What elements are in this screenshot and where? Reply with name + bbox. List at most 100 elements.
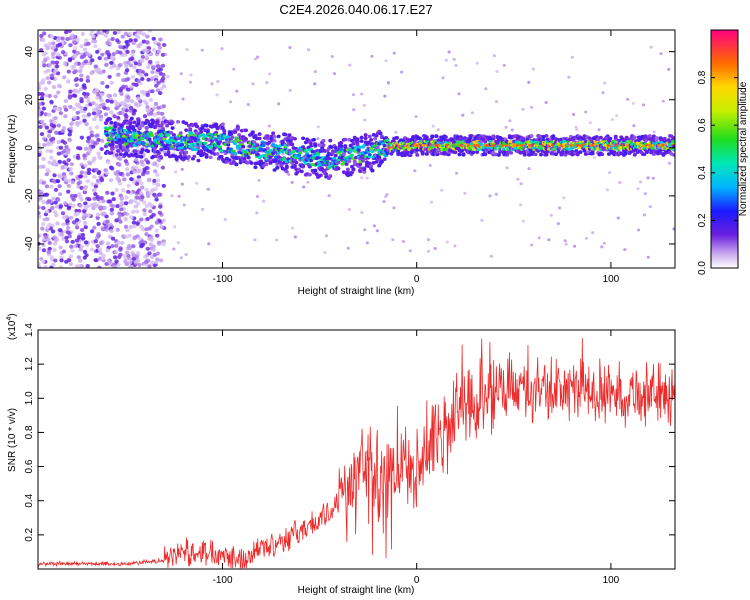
spectrogram-cell <box>142 48 147 53</box>
spectrogram-cell <box>124 234 130 239</box>
spectrogram-cell <box>150 260 155 265</box>
spectrogram-cell <box>253 134 258 138</box>
spectrogram-cell <box>50 137 56 142</box>
spectrogram-cell <box>480 218 484 222</box>
spectrogram-cell <box>137 62 142 67</box>
spectrogram-cell <box>154 260 159 265</box>
spectrogram-cell <box>165 123 170 128</box>
spectrogram-cell <box>156 80 161 85</box>
spectrogram-cell <box>66 69 72 74</box>
spectrogram-cell <box>84 103 90 108</box>
spectrogram-cell <box>45 148 50 153</box>
spectrogram-cell <box>85 75 90 80</box>
spectrogram-cell <box>452 57 456 61</box>
spectrogram-cell <box>613 134 618 139</box>
spectrogram-cell <box>91 39 96 44</box>
spectrogram-cell <box>144 72 149 77</box>
spectrogram-cell <box>86 41 91 46</box>
spectrogram-cell <box>147 137 152 142</box>
spectrogram-cell <box>151 212 156 217</box>
spectrogram-cell <box>235 89 239 93</box>
spectrogram-cell <box>508 119 512 123</box>
spectrogram-cell <box>654 136 659 140</box>
spectrogram-cell <box>43 265 48 268</box>
spectrogram-cell <box>158 192 163 197</box>
spectrogram-cell <box>86 171 92 176</box>
spectrogram-cell <box>401 239 406 243</box>
spectrogram-cell <box>155 251 160 256</box>
spectrogram-cell <box>134 181 140 186</box>
spectrogram-cell <box>38 205 41 210</box>
spectrogram-cell <box>44 172 50 177</box>
spectrogram-cell <box>39 132 45 137</box>
spectrogram-cell <box>148 190 154 195</box>
spectrogram-cell <box>227 158 232 162</box>
spectrogram-cell <box>51 51 56 56</box>
spectrogram-cell <box>631 101 636 105</box>
spectrogram-cell <box>68 254 74 259</box>
spectrogram-cell <box>324 172 329 176</box>
spectrogram-cell <box>347 159 352 164</box>
spectrogram-cell <box>180 167 184 171</box>
spectrogram-cell <box>52 173 57 178</box>
spectrogram-cell <box>351 167 356 171</box>
spectrogram-cell <box>131 253 136 258</box>
spectrogram-cell <box>219 154 224 159</box>
spectrogram-cell <box>394 130 398 134</box>
spectrogram-cell <box>646 176 650 180</box>
spectrogram-cell <box>522 152 527 157</box>
spectrogram-cell <box>223 217 227 221</box>
spectrogram-ytick-label: -20 <box>24 188 35 203</box>
spectrogram-cell <box>69 33 75 38</box>
spectrogram-cell <box>38 214 42 219</box>
spectrogram-cell <box>575 128 579 132</box>
spectrogram-cell <box>659 140 664 144</box>
spectrogram-cell <box>105 160 111 165</box>
spectrogram-cell <box>632 124 636 128</box>
spectrogram-cell <box>637 228 641 232</box>
spectrogram-cell <box>38 261 41 266</box>
spectrogram-cell <box>97 265 102 268</box>
spectrogram-cell <box>109 211 115 216</box>
spectrogram-cell <box>116 262 121 267</box>
spectrogram-cell <box>146 178 152 183</box>
spectrogram-cell <box>116 30 121 35</box>
spectrogram-cell <box>94 49 100 54</box>
spectrogram-cell <box>267 124 271 128</box>
spectrogram-cell <box>124 114 129 119</box>
spectrogram-cell <box>243 137 248 141</box>
spectrogram-cell <box>544 101 548 105</box>
spectrogram-cell <box>51 85 57 90</box>
spectrogram-cell <box>112 255 118 260</box>
spectrogram-cell <box>139 155 144 159</box>
spectrogram-cell <box>252 140 257 144</box>
spectrogram-cell <box>659 52 663 56</box>
spectrogram-cell <box>119 86 124 91</box>
spectrogram-cell <box>303 149 308 153</box>
spectrogram-cell <box>313 82 317 86</box>
spectrogram-cell <box>83 59 89 64</box>
spectrogram-cell <box>290 142 295 147</box>
spectrogram-cell <box>127 243 132 248</box>
spectrogram-cell <box>66 183 72 188</box>
spectrogram-cell <box>176 241 180 245</box>
spectrogram-cell <box>109 207 115 212</box>
spectrogram-cell <box>375 145 380 150</box>
spectrogram-cell <box>255 195 260 199</box>
spectrogram-cell <box>218 145 223 149</box>
spectrogram-cell <box>63 107 69 112</box>
spectrogram-cell <box>120 140 125 144</box>
spectrogram-cell <box>47 93 52 98</box>
spectrogram-cell <box>89 247 95 252</box>
spectrogram-cell <box>294 160 299 165</box>
spectrogram-cell <box>76 235 82 240</box>
spectrogram-cell <box>200 125 205 130</box>
colorbar-tick-label: 0.4 <box>697 165 708 179</box>
spectrogram-cell <box>74 217 80 222</box>
spectrogram-cell <box>170 126 175 130</box>
snr-scale-label: (x104) <box>6 313 18 340</box>
spectrogram-cell <box>635 141 640 145</box>
spectrogram-cell <box>58 265 64 268</box>
spectrogram-cell <box>152 161 158 166</box>
spectrogram-cell <box>370 54 374 58</box>
